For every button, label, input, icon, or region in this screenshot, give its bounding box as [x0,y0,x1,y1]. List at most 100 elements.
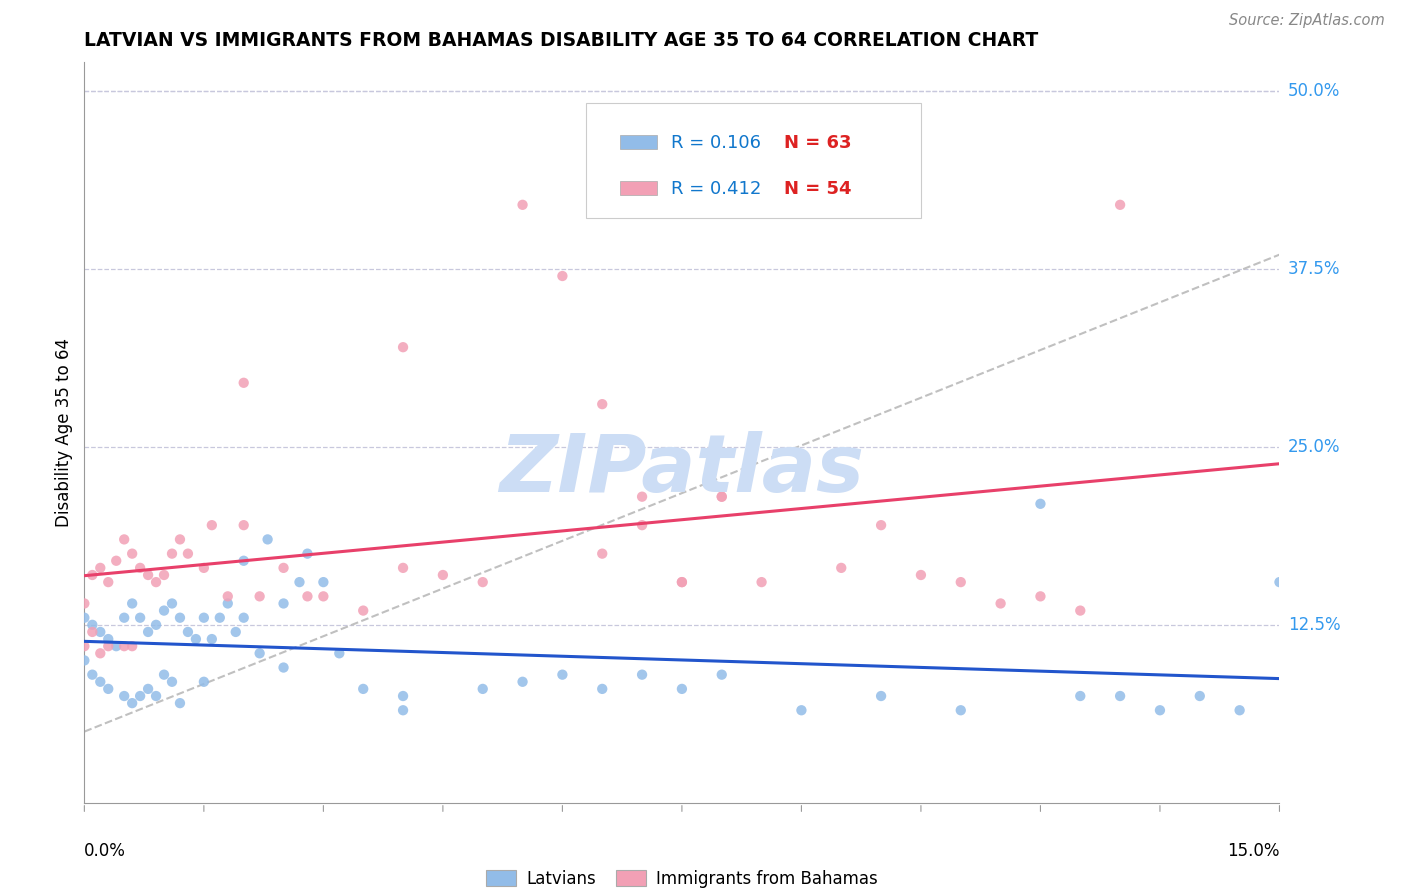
Point [990,597,1012,611]
Point [121,639,143,653]
Point [201,632,224,646]
Point [352,604,374,618]
Point [910,568,932,582]
Text: N = 63: N = 63 [785,134,852,152]
Point [232,610,254,624]
Point [790,703,813,717]
Point [177,547,200,561]
Text: R = 0.106: R = 0.106 [671,134,761,152]
Point [193,610,215,624]
Point [89,674,111,689]
FancyBboxPatch shape [620,181,657,195]
Point [273,597,295,611]
Point [129,689,152,703]
Legend: Latvians, Immigrants from Bahamas: Latvians, Immigrants from Bahamas [479,863,884,892]
Point [1268,575,1291,590]
Point [1149,703,1171,717]
Point [631,667,654,681]
Point [392,561,415,575]
Point [1109,198,1132,212]
Point [121,547,143,561]
Point [352,681,374,696]
Point [136,681,159,696]
Point [82,667,104,681]
Point [177,624,200,639]
Point [145,617,167,632]
Text: 12.5%: 12.5% [1288,615,1340,634]
Text: R = 0.412: R = 0.412 [671,179,761,197]
Text: 37.5%: 37.5% [1288,260,1340,278]
Point [751,575,773,590]
Point [153,568,176,582]
Point [112,639,135,653]
Point [136,624,159,639]
Point [217,590,239,604]
FancyBboxPatch shape [620,136,657,149]
Point [710,490,733,504]
Point [73,610,96,624]
Point [870,518,893,533]
Point [97,575,120,590]
Point [671,575,693,590]
Point [249,590,271,604]
Text: LATVIAN VS IMMIGRANTS FROM BAHAMAS DISABILITY AGE 35 TO 64 CORRELATION CHART: LATVIAN VS IMMIGRANTS FROM BAHAMAS DISAB… [84,30,1039,50]
Point [184,632,207,646]
Point [297,590,319,604]
Point [97,632,120,646]
Point [312,575,335,590]
Point [105,639,128,653]
Point [97,639,120,653]
Point [1229,703,1251,717]
Point [160,547,183,561]
Point [256,533,278,547]
Point [121,696,143,710]
Point [153,667,176,681]
Point [232,518,254,533]
Point [551,268,574,283]
Point [328,646,350,660]
Point [288,575,311,590]
Point [432,568,454,582]
Point [1029,590,1052,604]
Point [153,604,176,618]
Point [512,674,534,689]
Point [82,624,104,639]
Point [671,575,693,590]
Point [273,660,295,674]
Point [273,561,295,575]
Text: 0.0%: 0.0% [84,842,127,860]
Point [631,490,654,504]
Point [201,518,224,533]
Point [145,689,167,703]
Point [512,198,534,212]
Point [136,568,159,582]
Point [105,554,128,568]
Point [97,681,120,696]
Text: ZIPatlas: ZIPatlas [499,431,865,508]
Text: 50.0%: 50.0% [1288,82,1340,100]
Point [193,561,215,575]
Point [631,518,654,533]
Point [710,667,733,681]
Text: 15.0%: 15.0% [1227,842,1279,860]
Point [1029,497,1052,511]
Point [89,561,111,575]
Point [145,575,167,590]
Point [790,475,813,490]
Point [73,597,96,611]
Point [169,533,191,547]
Point [591,547,613,561]
FancyBboxPatch shape [586,103,921,218]
Point [129,610,152,624]
Point [1069,604,1091,618]
Point [232,554,254,568]
Point [160,674,183,689]
Point [949,703,972,717]
Point [112,533,135,547]
Point [89,624,111,639]
Point [193,674,215,689]
Point [129,561,152,575]
Y-axis label: Disability Age 35 to 64: Disability Age 35 to 64 [55,338,73,527]
Point [121,597,143,611]
Point [169,610,191,624]
